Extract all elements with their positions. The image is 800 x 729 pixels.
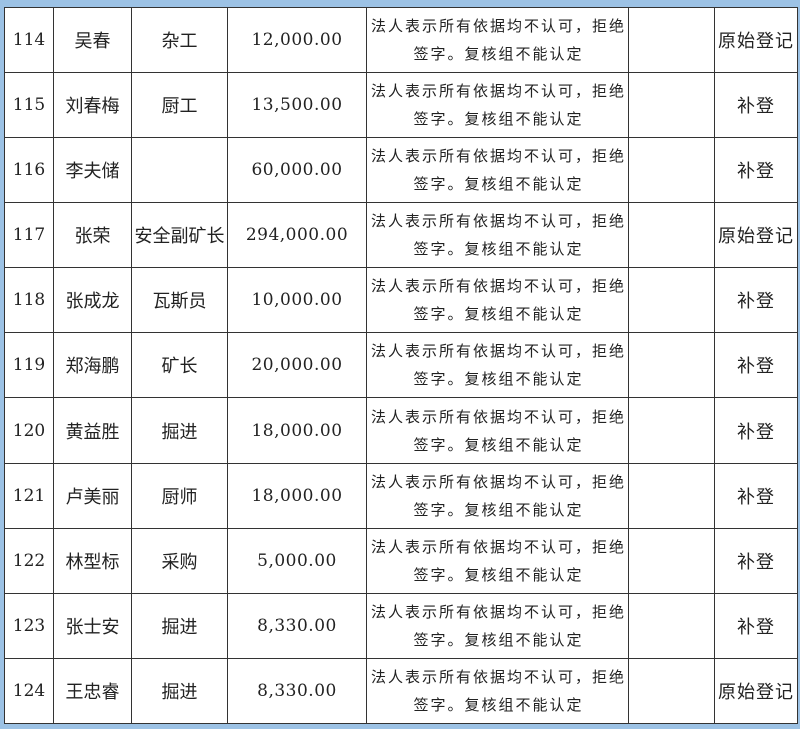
registration-status-cell: 补登: [714, 397, 798, 464]
remark-cell: 法人表示所有依据均不认可，拒绝签字。复核组不能认定: [366, 462, 629, 529]
row-number-cell: 124: [4, 657, 54, 725]
person-name-cell: 张士安: [53, 592, 132, 659]
person-name-cell: 黄益胜: [53, 397, 132, 464]
registration-status-cell: 原始登记: [714, 657, 798, 725]
table-row: 124 王忠睿 掘进 8,330.00 法人表示所有依据均不认可，拒绝签字。复核组不能认…: [4, 657, 798, 725]
table-row: 117 张荣 安全副矿长 294,000.00 法人表示所有依据均不认可，拒绝签字。复核…: [4, 202, 798, 269]
table-row: 122 林型标 采购 5,000.00 法人表示所有依据均不认可，拒绝签字。复核组不能认…: [4, 527, 798, 594]
row-number-cell: 114: [4, 6, 54, 74]
person-name-cell: 刘春梅: [53, 72, 132, 139]
table-row: 120 黄益胜 掘进 18,000.00 法人表示所有依据均不认可，拒绝签字。复核组不能…: [4, 397, 798, 464]
amount-cell: 294,000.00: [227, 202, 367, 269]
job-title-cell: 掘进: [131, 397, 228, 464]
amount-cell: 20,000.00: [227, 332, 367, 399]
row-number-cell: 116: [4, 137, 54, 204]
job-title-cell: 采购: [131, 527, 228, 594]
job-title-cell: 杂工: [131, 6, 228, 74]
extra-cell: [628, 397, 715, 464]
extra-cell: [628, 72, 715, 139]
registration-status-cell: 原始登记: [714, 6, 798, 74]
table-row: 121 卢美丽 厨师 18,000.00 法人表示所有依据均不认可，拒绝签字。复核组不能…: [4, 462, 798, 529]
registration-status-cell: 补登: [714, 592, 798, 659]
person-name-cell: 林型标: [53, 527, 132, 594]
row-number-cell: 120: [4, 397, 54, 464]
row-number-cell: 115: [4, 72, 54, 139]
job-title-cell: 掘进: [131, 657, 228, 725]
registration-status-cell: 补登: [714, 72, 798, 139]
extra-cell: [628, 332, 715, 399]
extra-cell: [628, 267, 715, 334]
job-title-cell: 瓦斯员: [131, 267, 228, 334]
row-number-cell: 119: [4, 332, 54, 399]
job-title-cell: 掘进: [131, 592, 228, 659]
job-title-cell: [131, 137, 228, 204]
row-number-cell: 121: [4, 462, 54, 529]
amount-cell: 18,000.00: [227, 397, 367, 464]
registration-status-cell: 补登: [714, 332, 798, 399]
extra-cell: [628, 462, 715, 529]
remark-cell: 法人表示所有依据均不认可，拒绝签字。复核组不能认定: [366, 657, 629, 725]
remark-cell: 法人表示所有依据均不认可，拒绝签字。复核组不能认定: [366, 267, 629, 334]
job-title-cell: 厨工: [131, 72, 228, 139]
job-title-cell: 矿长: [131, 332, 228, 399]
records-table: 114 吴春 杂工 12,000.00 法人表示所有依据均不认可，拒绝签字。复核组不能认…: [4, 6, 798, 725]
extra-cell: [628, 137, 715, 204]
table-row: 118 张成龙 瓦斯员 10,000.00 法人表示所有依据均不认可，拒绝签字。复核组不…: [4, 267, 798, 334]
amount-cell: 10,000.00: [227, 267, 367, 334]
remark-cell: 法人表示所有依据均不认可，拒绝签字。复核组不能认定: [366, 397, 629, 464]
person-name-cell: 卢美丽: [53, 462, 132, 529]
extra-cell: [628, 657, 715, 725]
remark-cell: 法人表示所有依据均不认可，拒绝签字。复核组不能认定: [366, 202, 629, 269]
table-row: 123 张士安 掘进 8,330.00 法人表示所有依据均不认可，拒绝签字。复核组不能认…: [4, 592, 798, 659]
extra-cell: [628, 6, 715, 74]
job-title-cell: 安全副矿长: [131, 202, 228, 269]
table-row: 115 刘春梅 厨工 13,500.00 法人表示所有依据均不认可，拒绝签字。复核组不能…: [4, 72, 798, 139]
extra-cell: [628, 202, 715, 269]
remark-cell: 法人表示所有依据均不认可，拒绝签字。复核组不能认定: [366, 527, 629, 594]
registration-status-cell: 原始登记: [714, 202, 798, 269]
extra-cell: [628, 527, 715, 594]
person-name-cell: 李夫储: [53, 137, 132, 204]
row-number-cell: 118: [4, 267, 54, 334]
table-row: 119 郑海鹏 矿长 20,000.00 法人表示所有依据均不认可，拒绝签字。复核组不能…: [4, 332, 798, 399]
remark-cell: 法人表示所有依据均不认可，拒绝签字。复核组不能认定: [366, 332, 629, 399]
amount-cell: 8,330.00: [227, 657, 367, 725]
amount-cell: 8,330.00: [227, 592, 367, 659]
row-number-cell: 123: [4, 592, 54, 659]
remark-cell: 法人表示所有依据均不认可，拒绝签字。复核组不能认定: [366, 137, 629, 204]
table-row: 114 吴春 杂工 12,000.00 法人表示所有依据均不认可，拒绝签字。复核组不能认…: [4, 6, 798, 74]
amount-cell: 18,000.00: [227, 462, 367, 529]
amount-cell: 5,000.00: [227, 527, 367, 594]
person-name-cell: 吴春: [53, 6, 132, 74]
remark-cell: 法人表示所有依据均不认可，拒绝签字。复核组不能认定: [366, 6, 629, 74]
person-name-cell: 郑海鹏: [53, 332, 132, 399]
person-name-cell: 王忠睿: [53, 657, 132, 725]
remark-cell: 法人表示所有依据均不认可，拒绝签字。复核组不能认定: [366, 72, 629, 139]
amount-cell: 13,500.00: [227, 72, 367, 139]
amount-cell: 12,000.00: [227, 6, 367, 74]
extra-cell: [628, 592, 715, 659]
registration-status-cell: 补登: [714, 527, 798, 594]
job-title-cell: 厨师: [131, 462, 228, 529]
registration-status-cell: 补登: [714, 462, 798, 529]
amount-cell: 60,000.00: [227, 137, 367, 204]
table-row: 116 李夫储 60,000.00 法人表示所有依据均不认可，拒绝签字。复核组不能认定…: [4, 137, 798, 204]
remark-cell: 法人表示所有依据均不认可，拒绝签字。复核组不能认定: [366, 592, 629, 659]
row-number-cell: 122: [4, 527, 54, 594]
person-name-cell: 张成龙: [53, 267, 132, 334]
registration-status-cell: 补登: [714, 137, 798, 204]
row-number-cell: 117: [4, 202, 54, 269]
registration-status-cell: 补登: [714, 267, 798, 334]
person-name-cell: 张荣: [53, 202, 132, 269]
